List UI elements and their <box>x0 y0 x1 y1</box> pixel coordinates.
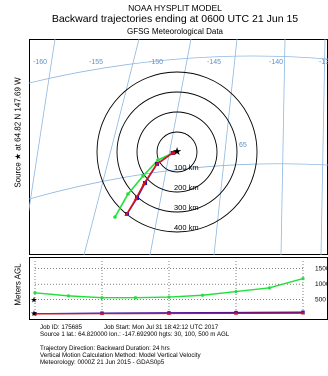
meteorology-line: Meteorology: 0000Z 21 Jun 2015 - GDAS0p5 <box>40 359 165 366</box>
profile-border <box>29 257 328 320</box>
range-ring <box>116 91 238 213</box>
range-ring-label: 100 km <box>174 163 199 172</box>
trajectory-point <box>154 162 159 166</box>
trajectory-lines: ★ <box>113 145 182 219</box>
chart-subtitle: GFSG Meteorological Data <box>126 27 224 36</box>
profile-x-tick-label: 12 <box>233 320 240 321</box>
longitude-label: -140 <box>269 59 283 66</box>
meridian-line <box>320 39 326 255</box>
meridian-line <box>83 39 140 255</box>
profile-point <box>301 276 305 281</box>
profile-x-tick-label: 06 <box>32 320 39 321</box>
trajectory-point <box>170 150 175 155</box>
meridian-line <box>280 39 286 255</box>
job-start: Job Start: Mon Jul 31 18:42:12 UTC 2017 <box>103 324 219 331</box>
source-info-line: Source 1 lat.: 64.820000 lon.: -147.6929… <box>40 331 230 338</box>
job-info-line: Job ID: 175685 Job Start: Mon Jul 31 18:4… <box>40 324 218 331</box>
trajectory-map: ★ -160 -155 -150 -145 -140 -135 65 100 km 200 km… <box>29 39 328 255</box>
map-border <box>29 39 328 255</box>
trajectory-point <box>141 181 147 186</box>
longitude-label: -155 <box>89 59 103 66</box>
profile-labels: 06121800065001000150006/2150030★★ <box>30 266 328 321</box>
profile-y-tick-label: 1500 <box>315 266 328 273</box>
range-ring <box>136 111 218 193</box>
profile-x-tick-label: 00 <box>99 320 106 321</box>
trajectory-point <box>126 192 130 196</box>
parallel-line <box>29 163 328 200</box>
parallel-line <box>29 55 328 84</box>
profile-point <box>133 296 138 300</box>
profile-point <box>234 289 238 294</box>
longitude-label: -135 <box>319 59 328 66</box>
profile-point <box>200 293 205 297</box>
profile-point <box>301 311 305 315</box>
trajectory-direction-line: Trajectory Direction: Backward Duration:… <box>40 345 170 352</box>
range-ring <box>96 71 258 233</box>
profile-grid <box>34 261 304 315</box>
profile-point <box>33 311 37 316</box>
longitude-label: -145 <box>207 59 221 66</box>
meridian-line <box>29 39 56 213</box>
profile-point <box>167 311 171 315</box>
map-labels: -160 -155 -150 -145 -140 -135 65 100 km 200 km 30… <box>33 59 328 232</box>
latitude-label: 65 <box>239 142 247 149</box>
range-ring-label: 300 km <box>174 203 199 212</box>
profile-point <box>100 311 104 316</box>
trajectory-point <box>133 196 139 201</box>
longitude-label: -160 <box>33 59 47 66</box>
profile-y-axis-label: Meters AGL <box>13 263 23 306</box>
source-star-icon: ★ <box>30 296 37 305</box>
range-ring <box>156 131 198 173</box>
job-id: Job ID: 175685 <box>40 324 82 331</box>
profile-point <box>267 286 272 290</box>
profile-y-tick-label: 1000 <box>315 281 328 288</box>
range-ring-label: 400 km <box>174 223 199 232</box>
source-star-icon: ★ <box>172 145 182 158</box>
profile-point <box>33 291 37 295</box>
profile-point <box>66 294 71 298</box>
longitude-label: -150 <box>149 59 163 66</box>
trajectory-point <box>156 158 160 162</box>
profile-lines <box>33 276 305 316</box>
profile-point <box>100 296 104 300</box>
trajectory-point <box>124 212 129 216</box>
profile-y-tick-label: 500 <box>315 297 326 304</box>
range-ring-label: 200 km <box>174 183 199 192</box>
profile-x-tick-label: 06 <box>300 320 307 321</box>
profile-x-tick-label: 18 <box>166 320 173 321</box>
source-location-label: Source ★ at 64.82 N 147.69 W <box>13 77 23 188</box>
profile-point <box>234 311 238 315</box>
profile-point <box>167 295 171 299</box>
source-star-icon: ★ <box>30 309 37 318</box>
vertical-profile-chart: 06121800065001000150006/2150030★★ <box>29 257 328 320</box>
meridian-line <box>213 39 238 255</box>
trajectory-point <box>113 215 117 219</box>
vertical-motion-line: Vertical Motion Calculation Method: Mode… <box>40 352 201 359</box>
chart-header-model: NOAA HYSPLIT MODEL <box>128 3 222 13</box>
chart-title: Backward trajectories ending at 0600 UTC… <box>51 13 299 25</box>
trajectory-point <box>141 174 145 178</box>
range-rings <box>96 71 258 233</box>
